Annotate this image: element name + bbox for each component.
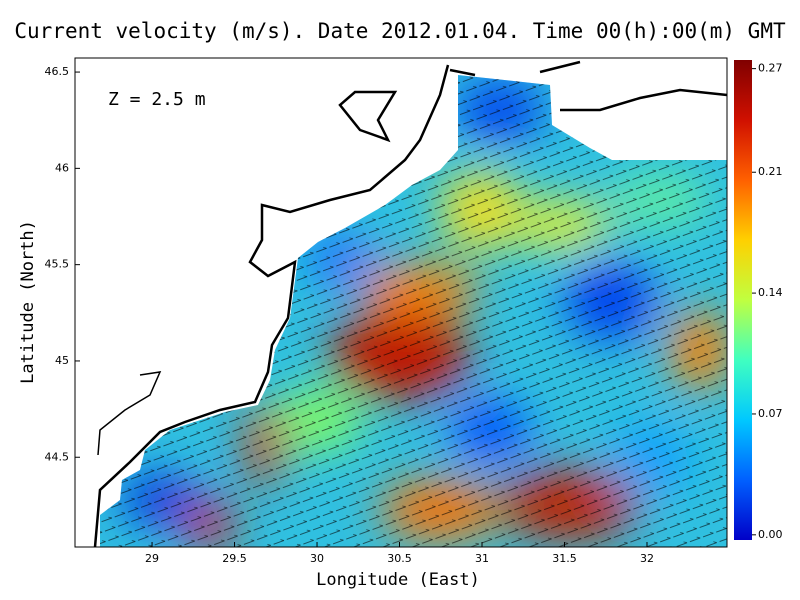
x-tick-label: 32 [640, 552, 654, 565]
coastline [93, 60, 728, 548]
y-tick-label: 46.5 [45, 65, 70, 78]
colorbar-tick-label: 0.21 [758, 165, 783, 178]
y-tick-label: 45 [55, 354, 69, 367]
chart-title: Current velocity (m/s). Date 2012.01.04.… [14, 19, 786, 43]
y-tick-label: 46 [55, 161, 69, 174]
x-tick-label: 30.5 [387, 552, 412, 565]
x-axis-label: Longitude (East) [316, 570, 480, 590]
colorbar-tick-label: 0.27 [758, 62, 783, 75]
colorbar-tick-label: 0.00 [758, 528, 783, 541]
x-tick-label: 31 [475, 552, 489, 565]
velocity-field [100, 75, 727, 547]
annotation: Z = 2.5 m [108, 89, 206, 110]
x-tick-label: 29.5 [222, 552, 247, 565]
x-tick-label: 29 [145, 552, 159, 565]
coastline [97, 371, 162, 456]
colorbar-tick-label: 0.07 [758, 407, 783, 420]
colorbar [734, 60, 752, 540]
y-tick-label: 45.5 [45, 258, 70, 271]
y-tick-label: 44.5 [45, 450, 70, 463]
x-tick-label: 30 [310, 552, 324, 565]
colorbar-tick-label: 0.14 [758, 286, 783, 299]
y-axis-label: Latitude (North) [18, 220, 38, 384]
plot-frame [74, 57, 728, 548]
x-tick-label: 31.5 [552, 552, 577, 565]
